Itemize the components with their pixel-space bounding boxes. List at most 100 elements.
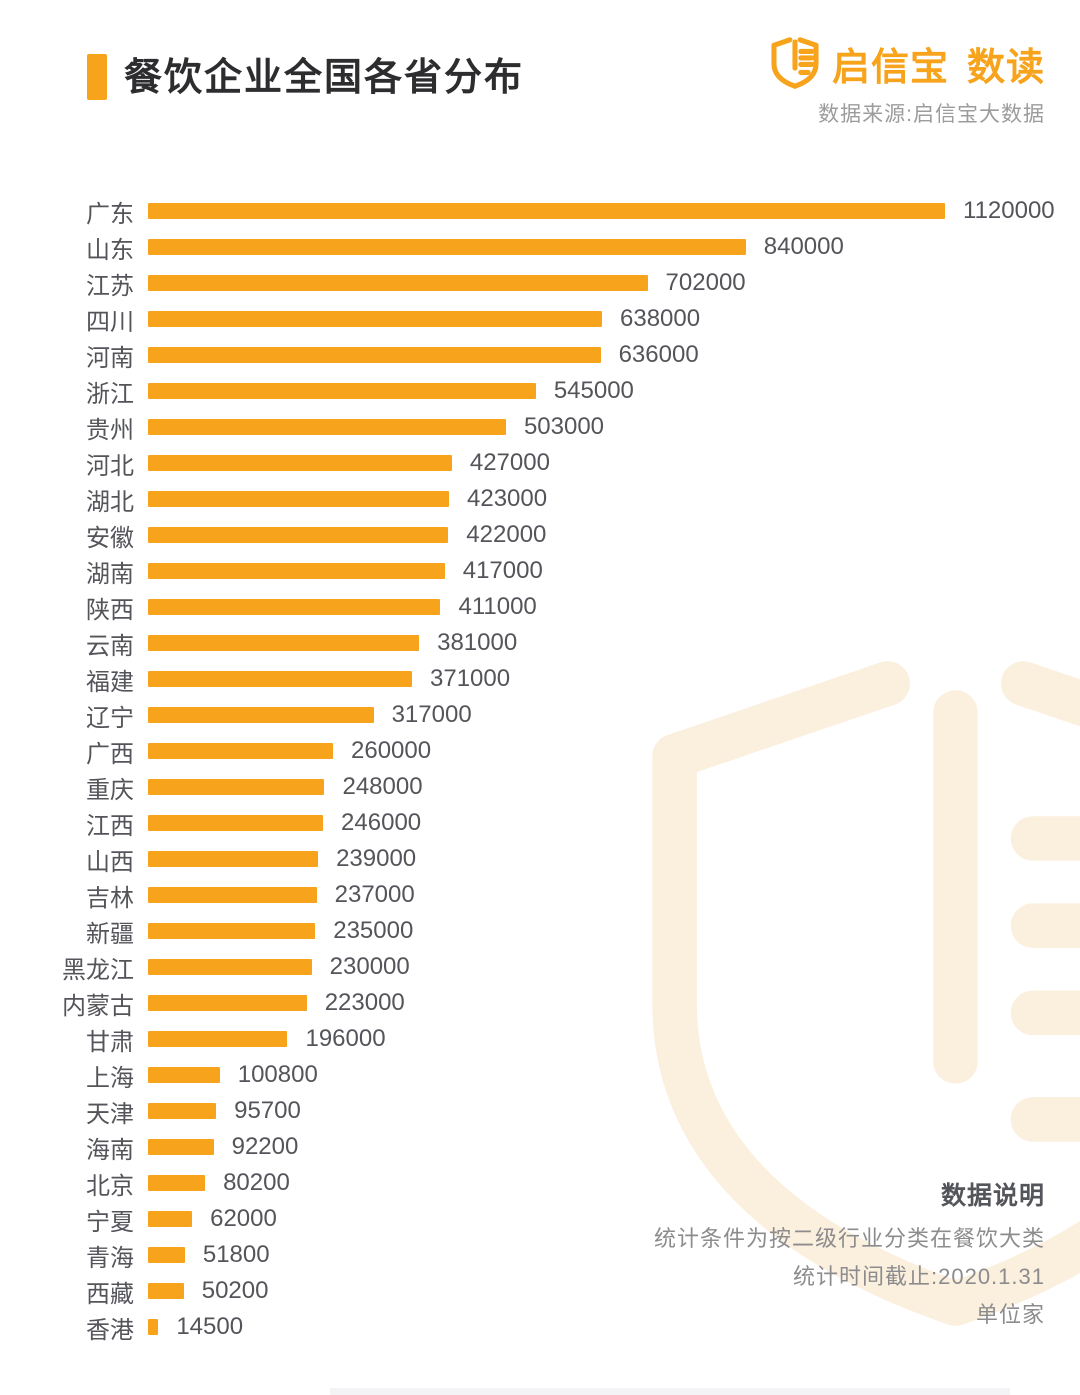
chart-row: 重庆 248000 [0, 769, 1080, 805]
row-value: 92200 [231, 1133, 299, 1160]
chart-row: 辽宁 317000 [0, 697, 1080, 733]
row-value: 246000 [341, 809, 422, 836]
row-bar [148, 1103, 217, 1119]
row-bar [148, 959, 312, 975]
brand-name: 启信宝 [831, 46, 949, 89]
chart-row: 西藏 50200 [0, 1273, 1080, 1309]
row-value: 237000 [334, 881, 415, 908]
data-notes: 数据说明 统计条件为按二级行业分类在餐饮大类 统计时间截止:2020.1.31 … [654, 1176, 1045, 1334]
row-value: 840000 [763, 233, 844, 260]
row-value: 636000 [618, 341, 699, 368]
chart-row: 吉林 237000 [0, 877, 1080, 913]
chart-row: 山东 840000 [0, 229, 1080, 265]
row-value: 51800 [202, 1241, 270, 1268]
row-value: 62000 [210, 1205, 277, 1232]
brand-row: 启信宝 数读 [766, 34, 1045, 92]
row-value: 260000 [351, 737, 432, 764]
row-value: 411000 [458, 593, 537, 620]
row-label: 四川 [86, 308, 134, 336]
row-value: 422000 [466, 521, 547, 548]
row-value: 381000 [437, 629, 518, 656]
row-value: 427000 [469, 449, 550, 476]
chart-row: 河北 427000 [0, 445, 1080, 481]
row-value: 248000 [342, 773, 423, 800]
row-label: 海南 [86, 1136, 134, 1164]
chart-row: 河南 636000 [0, 337, 1080, 373]
chart-row: 云南 381000 [0, 625, 1080, 661]
chart-row: 江西 246000 [0, 805, 1080, 841]
chart-row: 新疆 235000 [0, 913, 1080, 949]
row-label: 福建 [86, 668, 134, 696]
row-bar [148, 599, 441, 615]
chart-row: 青海 51800 [0, 1237, 1080, 1273]
chart-row: 广东 1120000 [0, 193, 1080, 229]
brand-suffix: 数读 [966, 46, 1045, 89]
row-bar [148, 1031, 288, 1047]
row-label: 宁夏 [86, 1208, 134, 1236]
row-value: 223000 [324, 989, 405, 1016]
row-value: 702000 [665, 269, 746, 296]
row-bar [148, 1247, 185, 1263]
chart-row: 湖南 417000 [0, 553, 1080, 589]
row-bar [148, 455, 452, 471]
row-bar [148, 1211, 193, 1227]
row-bar [148, 419, 506, 435]
chart-row: 北京 80200 [0, 1165, 1080, 1201]
row-bar [148, 311, 602, 327]
row-value: 545000 [553, 377, 634, 404]
chart-row: 湖北 423000 [0, 481, 1080, 517]
footnote-heading: 数据说明 [940, 1182, 1045, 1210]
row-label: 河南 [86, 344, 134, 372]
row-label: 浙江 [86, 380, 134, 408]
row-label: 贵州 [86, 416, 134, 444]
row-bar [148, 995, 307, 1011]
row-value: 14500 [176, 1313, 244, 1340]
chart-row: 陕西 411000 [0, 589, 1080, 625]
row-label: 山东 [86, 236, 134, 264]
row-label: 黑龙江 [62, 956, 134, 984]
row-bar [148, 1175, 206, 1191]
data-source-label: 数据来源:启信宝大数据 [818, 103, 1045, 126]
chart-row: 宁夏 62000 [0, 1201, 1080, 1237]
chart-row: 海南 92200 [0, 1129, 1080, 1165]
footnote-line-unit: 单位家 [975, 1302, 1045, 1327]
row-label: 江苏 [86, 272, 134, 300]
row-label: 香港 [86, 1316, 134, 1344]
chart-row: 贵州 503000 [0, 409, 1080, 445]
row-value: 230000 [329, 953, 410, 980]
row-bar [148, 707, 374, 723]
row-value: 95700 [234, 1097, 301, 1124]
row-value: 417000 [462, 557, 543, 584]
row-bar [148, 851, 319, 867]
bar-chart: 广东 1120000 山东 840000 江苏 702000 四川 638000… [0, 193, 1080, 1345]
row-value: 235000 [333, 917, 414, 944]
chart-row: 浙江 545000 [0, 373, 1080, 409]
row-value: 423000 [467, 485, 548, 512]
row-bar [148, 203, 945, 219]
chart-row: 甘肃 196000 [0, 1021, 1080, 1057]
row-bar [148, 563, 445, 579]
row-bar [148, 1319, 159, 1335]
chart-row: 安徽 422000 [0, 517, 1080, 553]
row-label: 江西 [86, 812, 134, 840]
brand-block: 启信宝 数读 数据来源:启信宝大数据 [766, 34, 1045, 128]
row-value: 317000 [391, 701, 472, 728]
page-title: 餐饮企业全国各省分布 [124, 57, 525, 99]
chart-row: 四川 638000 [0, 301, 1080, 337]
chart-row: 内蒙古 223000 [0, 985, 1080, 1021]
row-label: 云南 [86, 632, 134, 660]
chart-row: 黑龙江 230000 [0, 949, 1080, 985]
row-label: 吉林 [86, 884, 134, 912]
bar-rows: 广东 1120000 山东 840000 江苏 702000 四川 638000… [0, 193, 1080, 1345]
row-label: 辽宁 [86, 704, 134, 732]
row-label: 安徽 [86, 524, 134, 552]
row-bar [148, 1067, 220, 1083]
row-label: 北京 [86, 1172, 134, 1200]
row-bar [148, 347, 601, 363]
row-label: 广西 [86, 740, 134, 768]
row-label: 湖北 [86, 488, 134, 516]
row-label: 内蒙古 [62, 992, 134, 1020]
row-label: 广东 [86, 200, 134, 228]
row-value: 638000 [620, 305, 701, 332]
